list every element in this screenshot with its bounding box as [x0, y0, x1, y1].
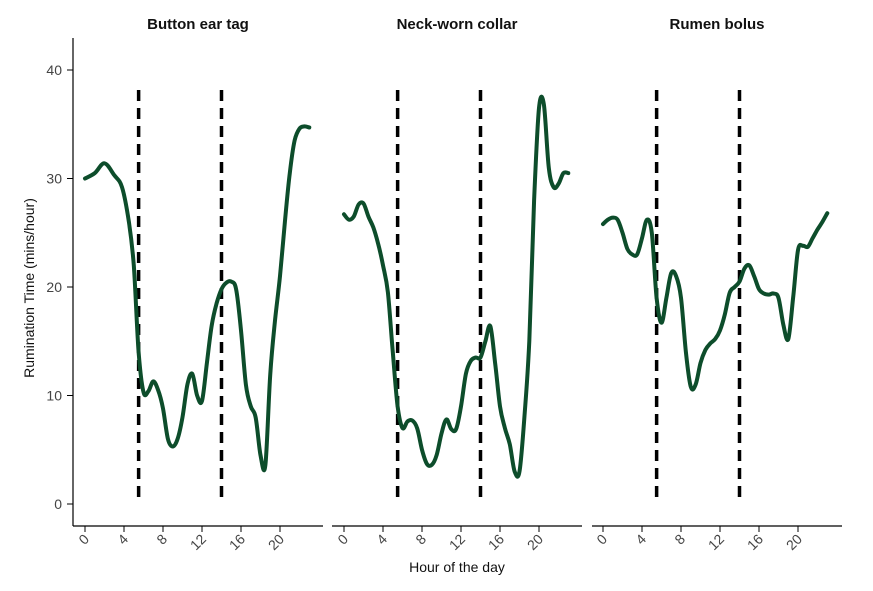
panels-layer: Button ear tag 0 4 8 12 16 20 Neck-worn collar 0… — [73, 16, 842, 553]
panel-title: Neck-worn collar — [397, 16, 518, 33]
y-tick-label: 40 — [46, 62, 62, 78]
rumination-line — [83, 124, 312, 473]
x-tick-label: 4 — [632, 531, 649, 548]
x-tick-label: 0 — [334, 531, 351, 548]
x-tick-label: 16 — [226, 531, 248, 553]
panel-title: Rumen bolus — [669, 16, 764, 33]
x-tick-label: 8 — [671, 531, 688, 548]
rumination-line — [342, 94, 571, 479]
x-tick-label: 16 — [744, 531, 766, 553]
y-axis-title: Rumination Time (mins/hour) — [21, 198, 37, 378]
x-tick-label: 0 — [75, 531, 92, 548]
y-tick-label: 10 — [46, 388, 62, 404]
x-tick-label: 20 — [265, 531, 287, 553]
panel-1: Button ear tag 0 4 8 12 16 20 — [73, 16, 323, 553]
x-axis-title: Hour of the day — [409, 559, 505, 575]
x-tick-label: 20 — [783, 531, 805, 553]
rumination-line — [601, 211, 830, 392]
y-tick-label: 0 — [54, 496, 62, 512]
panel-3: Rumen bolus 0 4 8 12 16 20 — [592, 16, 842, 553]
x-tick-label: 12 — [187, 531, 209, 553]
y-axis: 0 10 20 30 40 — [46, 38, 74, 526]
x-tick-label: 20 — [524, 531, 546, 553]
panel-2: Neck-worn collar 0 4 8 12 16 20 — [332, 16, 582, 553]
x-tick-label: 12 — [446, 531, 468, 553]
x-tick-label: 4 — [114, 531, 131, 548]
y-tick-label: 20 — [46, 279, 62, 295]
x-tick-label: 8 — [153, 531, 170, 548]
x-tick-label: 0 — [593, 531, 610, 548]
x-tick-label: 12 — [705, 531, 727, 553]
y-tick-label: 30 — [46, 171, 62, 187]
x-tick-label: 8 — [412, 531, 429, 548]
x-tick-label: 16 — [485, 531, 507, 553]
x-tick-label: 4 — [373, 531, 390, 548]
panel-title: Button ear tag — [147, 16, 249, 33]
